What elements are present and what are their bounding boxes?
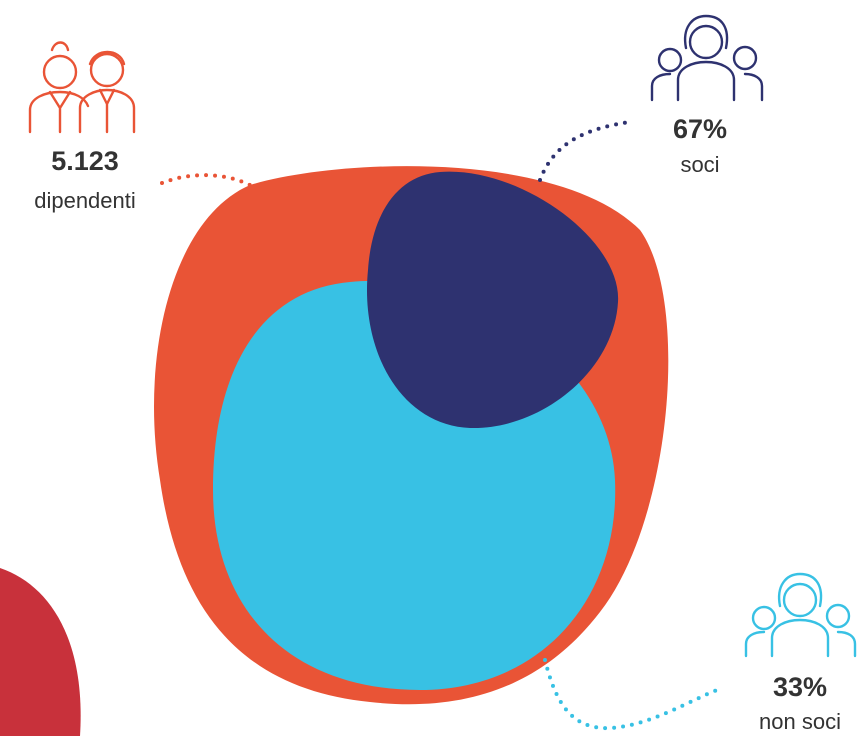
connector xyxy=(538,120,632,182)
red-blob xyxy=(0,568,81,736)
employees-icon xyxy=(28,41,136,134)
employees-label: dipendenti xyxy=(34,188,136,213)
connector xyxy=(160,173,254,188)
non-members-icon xyxy=(744,572,857,658)
non-members-label: non soci xyxy=(759,709,841,734)
members-icon xyxy=(650,14,764,102)
members-blob xyxy=(366,171,619,429)
employees-value: 5.123 xyxy=(51,146,119,176)
connector xyxy=(543,658,724,731)
members-value: 67% xyxy=(673,114,727,144)
members-label: soci xyxy=(680,152,719,177)
non-members-value: 33% xyxy=(773,672,827,702)
